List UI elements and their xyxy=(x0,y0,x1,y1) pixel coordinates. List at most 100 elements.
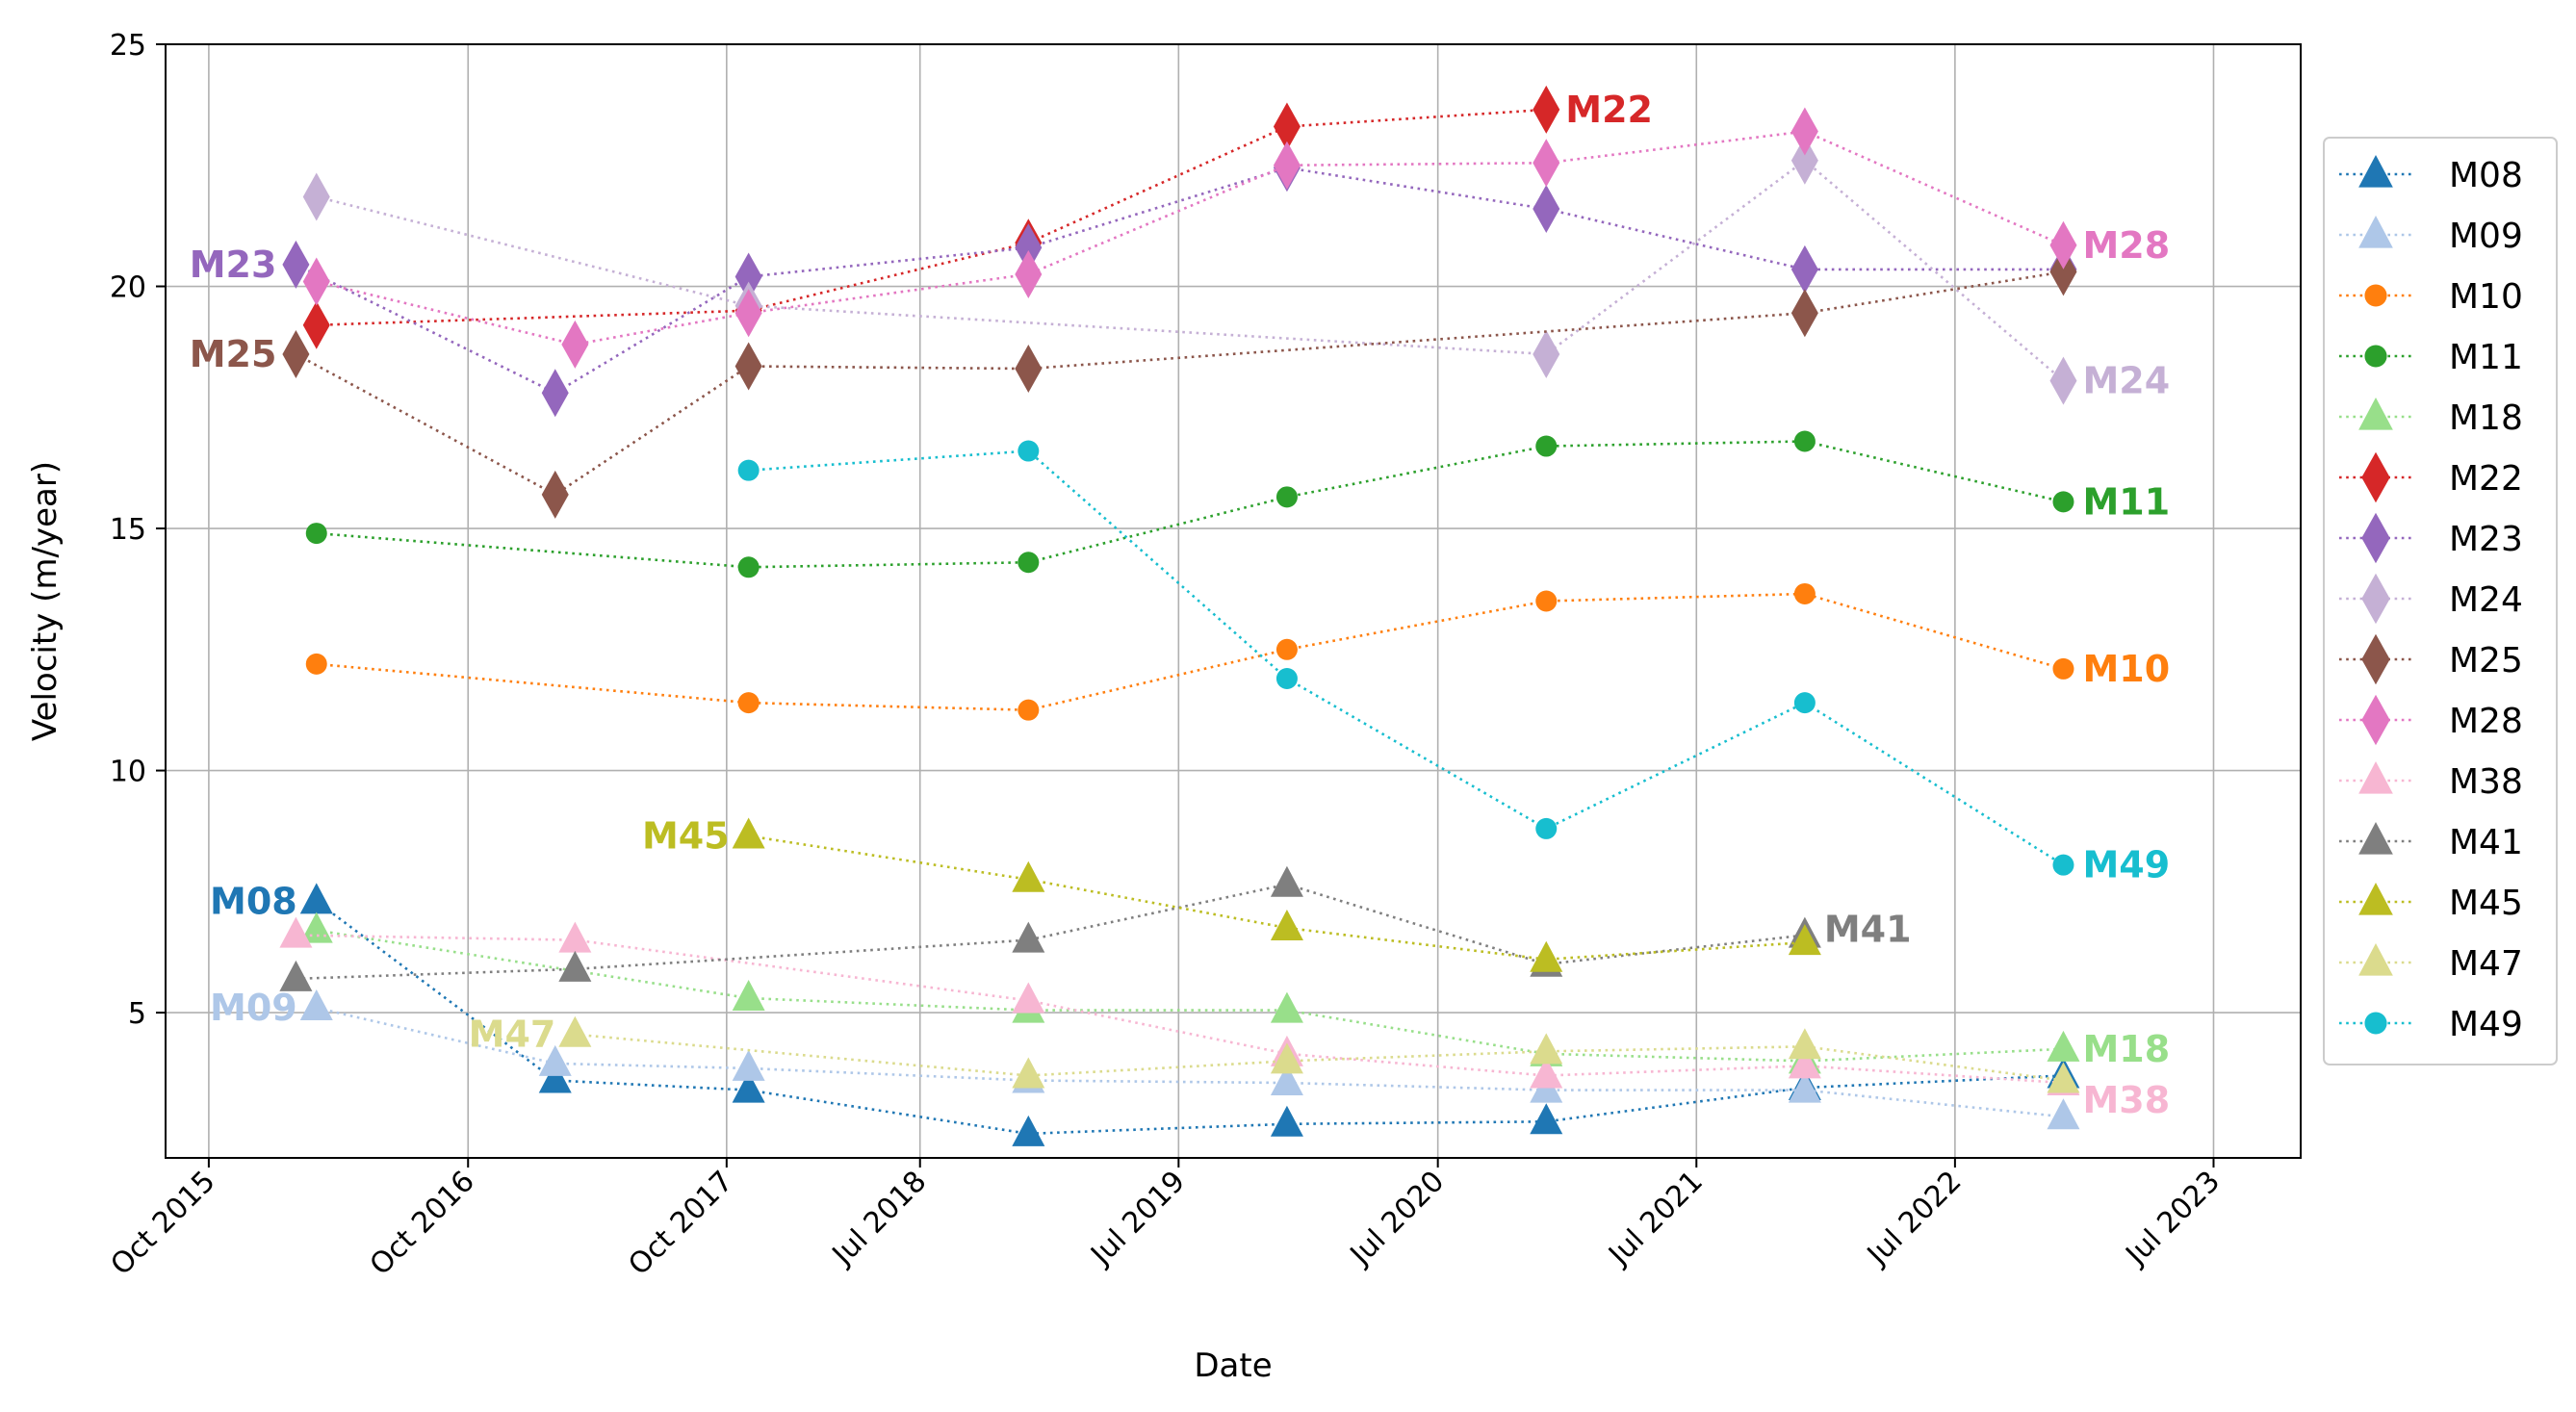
y-tick-label: 15 xyxy=(110,513,146,547)
legend-marker xyxy=(2361,512,2390,564)
legend-item-m25: M25 xyxy=(2339,633,2523,685)
legend-item-m18: M18 xyxy=(2339,398,2523,438)
data-point-m49 xyxy=(1275,667,1298,689)
legend-item-m49: M49 xyxy=(2339,1005,2523,1044)
data-point-m23 xyxy=(541,369,569,418)
data-point-m09 xyxy=(538,1044,572,1076)
series-m47 xyxy=(558,1015,2080,1093)
data-point-m08 xyxy=(538,1062,572,1093)
series-line-m25 xyxy=(295,270,2064,497)
legend-marker xyxy=(2358,761,2393,794)
legend-label: M24 xyxy=(2449,580,2523,620)
series-line-m23 xyxy=(295,166,2064,395)
data-point-m45 xyxy=(1530,940,1563,972)
grid-lines xyxy=(166,43,2301,1158)
data-point-m23 xyxy=(282,240,310,289)
data-point-m23 xyxy=(734,252,762,301)
data-point-m28 xyxy=(1790,107,1818,156)
series-label-m18: M18 xyxy=(2082,1028,2170,1070)
data-point-m47 xyxy=(2047,1062,2080,1093)
data-point-m49 xyxy=(1535,817,1558,839)
legend-marker xyxy=(2364,345,2387,368)
legend-label: M38 xyxy=(2449,762,2523,802)
data-point-m41 xyxy=(279,960,313,991)
data-point-m25 xyxy=(734,342,762,391)
series-label-m22: M22 xyxy=(1565,89,1653,131)
series-label-m11: M11 xyxy=(2082,480,2170,523)
data-point-m25 xyxy=(1790,289,1818,338)
series-m11 xyxy=(305,430,2074,578)
data-point-m41 xyxy=(1012,921,1045,953)
data-point-m09 xyxy=(299,989,333,1021)
legend-marker xyxy=(2358,398,2393,430)
data-point-m22 xyxy=(302,300,330,349)
data-point-m10 xyxy=(305,653,327,675)
data-point-m25 xyxy=(2049,247,2077,296)
data-point-m25 xyxy=(1015,345,1043,394)
data-point-m28 xyxy=(561,320,589,369)
series-label-m28: M28 xyxy=(2082,224,2170,267)
series-label-m10: M10 xyxy=(2082,648,2170,690)
legend-label: M45 xyxy=(2449,884,2523,923)
legend: M08 M09 M10 M11 M18 M22 M23 M24 M25 M28 M38 M41 M45 M… xyxy=(2323,137,2558,1065)
series-line-m49 xyxy=(748,449,2065,866)
legend-label: M11 xyxy=(2449,338,2523,377)
legend-label: M25 xyxy=(2449,641,2523,680)
y-tick-label: 25 xyxy=(110,29,146,63)
series-line-m47 xyxy=(575,1033,2064,1082)
data-point-m23 xyxy=(1533,185,1560,234)
data-point-m47 xyxy=(1530,1033,1563,1065)
x-axis-title: Date xyxy=(1194,1347,1272,1385)
series-line-m22 xyxy=(316,108,1547,327)
legend-label: M23 xyxy=(2449,520,2523,559)
data-point-m18 xyxy=(2047,1030,2080,1062)
data-point-m38 xyxy=(1788,1047,1821,1079)
data-point-m10 xyxy=(1275,638,1298,660)
series-label-m25: M25 xyxy=(190,333,277,375)
series-labels: M08 M09 M10 M11 M18 M22 M23 M24 M25 M28 M38 M41 M45 M… xyxy=(190,89,2170,1121)
legend-marker xyxy=(2361,573,2390,625)
series-label-m47: M47 xyxy=(469,1014,556,1056)
y-axis-title: Velocity (m/year) xyxy=(26,461,64,741)
series-line-m09 xyxy=(316,1006,2064,1118)
data-point-m45 xyxy=(1270,910,1303,941)
legend-marker xyxy=(2358,943,2393,976)
data-point-m47 xyxy=(1270,1042,1303,1074)
series-label-m49: M49 xyxy=(2082,844,2170,886)
data-point-m49 xyxy=(2052,854,2074,876)
data-point-m11 xyxy=(2052,491,2074,513)
data-point-m28 xyxy=(1273,141,1301,190)
legend-item-m41: M41 xyxy=(2339,822,2523,862)
data-point-m23 xyxy=(1790,244,1818,294)
series-label-m24: M24 xyxy=(2082,360,2170,402)
legend-item-m47: M47 xyxy=(2339,943,2523,984)
legend-label: M18 xyxy=(2449,398,2523,438)
legend-item-m24: M24 xyxy=(2339,573,2523,625)
data-point-m24 xyxy=(1533,329,1560,378)
data-point-m11 xyxy=(1275,486,1298,508)
legend-item-m08: M08 xyxy=(2339,155,2523,195)
series-label-m45: M45 xyxy=(642,814,730,857)
legend-item-m45: M45 xyxy=(2339,883,2523,923)
data-point-m08 xyxy=(1270,1105,1303,1137)
plot-frame xyxy=(165,43,2302,1159)
legend-item-m23: M23 xyxy=(2339,512,2523,564)
legend-item-m10: M10 xyxy=(2339,277,2523,317)
data-point-m11 xyxy=(1535,435,1558,457)
data-point-m24 xyxy=(1790,136,1818,185)
legend-label: M41 xyxy=(2449,823,2523,862)
legend-item-m11: M11 xyxy=(2339,338,2523,377)
legend-marker xyxy=(2364,284,2387,307)
data-point-m45 xyxy=(732,817,765,849)
legend-marker xyxy=(2364,1012,2387,1035)
legend-marker xyxy=(2358,155,2393,188)
series-m10 xyxy=(305,582,2074,721)
legend-label: M08 xyxy=(2449,156,2523,195)
legend-marker xyxy=(2358,216,2393,248)
data-point-m10 xyxy=(737,692,760,714)
data-point-m41 xyxy=(558,950,592,982)
data-point-m08 xyxy=(732,1071,765,1103)
data-point-m18 xyxy=(1270,991,1303,1023)
data-point-m23 xyxy=(1015,223,1043,272)
